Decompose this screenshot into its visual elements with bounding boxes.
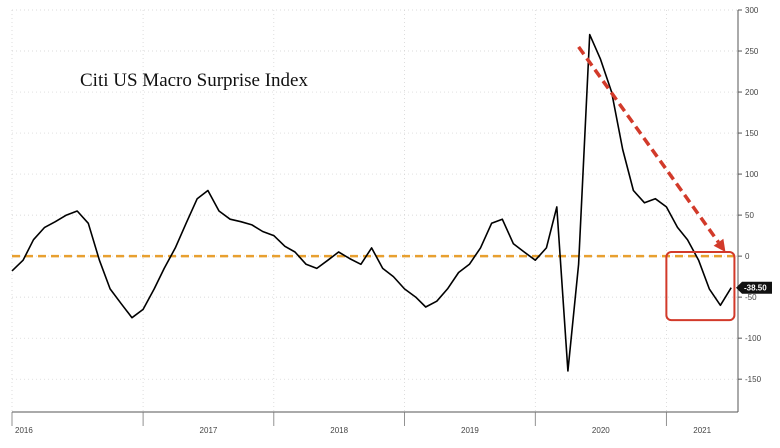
- trend-arrow-head: [713, 238, 726, 253]
- x-tick-label: 2016: [15, 426, 33, 435]
- y-tick-label: 250: [745, 47, 759, 56]
- y-tick-layer: 300 250 200 150 100 50 0 -50 -100 -150: [738, 6, 762, 384]
- last-value-badge: [736, 281, 772, 294]
- x-tick-label: 2017: [200, 426, 218, 435]
- annotation-layer: [577, 45, 736, 322]
- y-tick-label: 50: [745, 211, 754, 220]
- x-tick-label: 2021: [693, 426, 711, 435]
- chart-title: Citi US Macro Surprise Index: [80, 70, 308, 91]
- surprise-index-line: [11, 33, 732, 372]
- last-value-label: -38.50: [744, 284, 767, 293]
- x-tick-label: 2018: [330, 426, 348, 435]
- x-tick-label: 2019: [461, 426, 479, 435]
- highlight-box: [665, 251, 736, 322]
- y-tick-label: -150: [745, 375, 762, 384]
- x-tick-label: 2020: [592, 426, 610, 435]
- y-tick-label: 0: [745, 252, 750, 261]
- last-value-layer: -38.50: [736, 281, 772, 294]
- y-tick-label: 300: [745, 6, 759, 15]
- y-tick-label: 100: [745, 170, 759, 179]
- y-tick-label: 200: [745, 88, 759, 97]
- trend-arrow-shaft: [577, 45, 720, 244]
- x-tick-layer: 2016 2017 2018 2019 2020 2021: [11, 412, 712, 435]
- y-tick-label: -50: [745, 293, 757, 302]
- series-layer: [11, 33, 732, 372]
- y-tick-label: -100: [745, 334, 762, 343]
- y-tick-label: 150: [745, 129, 759, 138]
